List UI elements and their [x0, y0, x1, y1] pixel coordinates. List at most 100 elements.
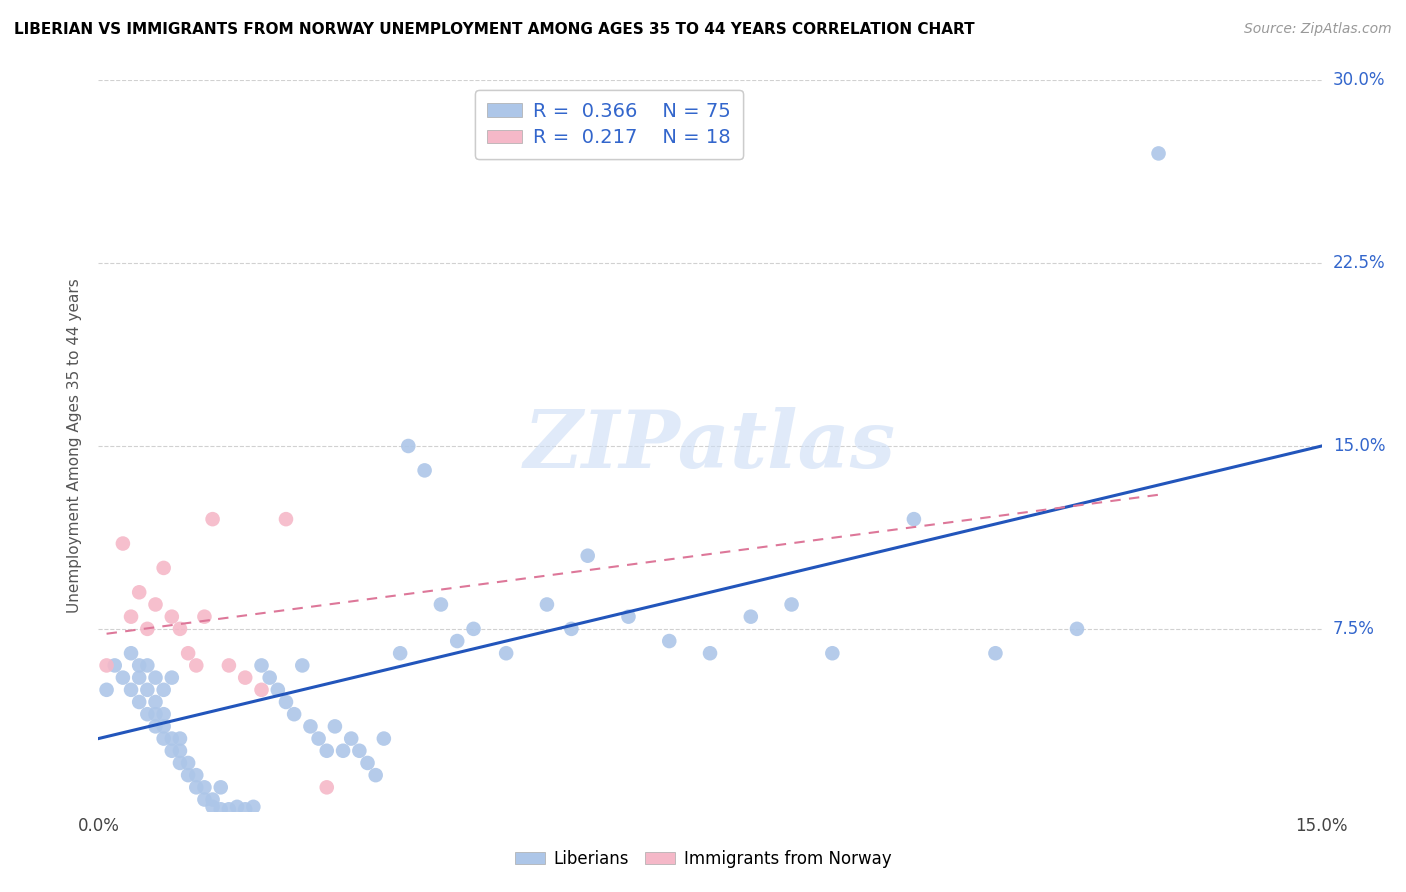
Point — [903, 512, 925, 526]
Text: 7.5%: 7.5% — [1333, 620, 1375, 638]
Point — [373, 731, 395, 746]
Point — [145, 719, 167, 733]
Point — [349, 744, 371, 758]
Text: 22.5%: 22.5% — [1333, 254, 1385, 272]
Point — [209, 802, 232, 816]
Legend: R =  0.366    N = 75, R =  0.217    N = 18: R = 0.366 N = 75, R = 0.217 N = 18 — [475, 90, 742, 159]
Point — [396, 439, 419, 453]
Point — [233, 671, 256, 685]
Point — [233, 802, 256, 816]
Point — [463, 622, 485, 636]
Point — [128, 695, 150, 709]
Point — [111, 671, 134, 685]
Point — [267, 682, 290, 697]
Point — [332, 744, 354, 758]
Point — [193, 792, 215, 806]
Point — [699, 646, 721, 660]
Point — [120, 682, 142, 697]
Point — [136, 622, 159, 636]
Point — [250, 682, 273, 697]
Point — [299, 719, 322, 733]
Point — [160, 744, 183, 758]
Point — [1066, 622, 1088, 636]
Point — [177, 646, 200, 660]
Point — [145, 598, 167, 612]
Point — [617, 609, 640, 624]
Point — [242, 800, 264, 814]
Point — [104, 658, 127, 673]
Point — [152, 561, 174, 575]
Point — [308, 731, 330, 746]
Point — [186, 780, 208, 795]
Point — [821, 646, 844, 660]
Point — [226, 800, 249, 814]
Text: 15.0%: 15.0% — [1333, 437, 1385, 455]
Point — [128, 671, 150, 685]
Point — [169, 756, 191, 770]
Legend: Liberians, Immigrants from Norway: Liberians, Immigrants from Norway — [508, 844, 898, 875]
Point — [152, 731, 174, 746]
Point — [145, 707, 167, 722]
Point — [177, 768, 200, 782]
Point — [160, 609, 183, 624]
Point — [274, 512, 297, 526]
Point — [291, 658, 314, 673]
Point — [186, 658, 208, 673]
Point — [169, 744, 191, 758]
Point — [201, 800, 224, 814]
Point — [536, 598, 558, 612]
Point — [364, 768, 387, 782]
Point — [576, 549, 599, 563]
Point — [560, 622, 582, 636]
Point — [96, 658, 118, 673]
Point — [658, 634, 681, 648]
Point — [984, 646, 1007, 660]
Point — [136, 682, 159, 697]
Text: 30.0%: 30.0% — [1333, 71, 1385, 89]
Point — [413, 463, 436, 477]
Point — [274, 695, 297, 709]
Point — [169, 731, 191, 746]
Point — [430, 598, 453, 612]
Point — [169, 622, 191, 636]
Point — [136, 658, 159, 673]
Point — [152, 719, 174, 733]
Point — [323, 719, 346, 733]
Point — [201, 512, 224, 526]
Point — [128, 585, 150, 599]
Point — [1147, 146, 1170, 161]
Point — [128, 658, 150, 673]
Point — [389, 646, 412, 660]
Point — [111, 536, 134, 550]
Point — [193, 780, 215, 795]
Point — [283, 707, 305, 722]
Point — [315, 744, 337, 758]
Text: Source: ZipAtlas.com: Source: ZipAtlas.com — [1244, 22, 1392, 37]
Point — [145, 695, 167, 709]
Point — [780, 598, 803, 612]
Point — [250, 658, 273, 673]
Point — [740, 609, 762, 624]
Point — [160, 731, 183, 746]
Text: ZIPatlas: ZIPatlas — [524, 408, 896, 484]
Text: LIBERIAN VS IMMIGRANTS FROM NORWAY UNEMPLOYMENT AMONG AGES 35 TO 44 YEARS CORREL: LIBERIAN VS IMMIGRANTS FROM NORWAY UNEMP… — [14, 22, 974, 37]
Point — [177, 756, 200, 770]
Point — [136, 707, 159, 722]
Y-axis label: Unemployment Among Ages 35 to 44 years: Unemployment Among Ages 35 to 44 years — [67, 278, 83, 614]
Point — [446, 634, 468, 648]
Point — [218, 658, 240, 673]
Point — [201, 792, 224, 806]
Point — [96, 682, 118, 697]
Point — [356, 756, 378, 770]
Point — [259, 671, 281, 685]
Point — [145, 671, 167, 685]
Point — [152, 682, 174, 697]
Point — [315, 780, 337, 795]
Point — [193, 609, 215, 624]
Point — [160, 671, 183, 685]
Point — [120, 646, 142, 660]
Point — [495, 646, 517, 660]
Point — [152, 707, 174, 722]
Point — [218, 802, 240, 816]
Point — [120, 609, 142, 624]
